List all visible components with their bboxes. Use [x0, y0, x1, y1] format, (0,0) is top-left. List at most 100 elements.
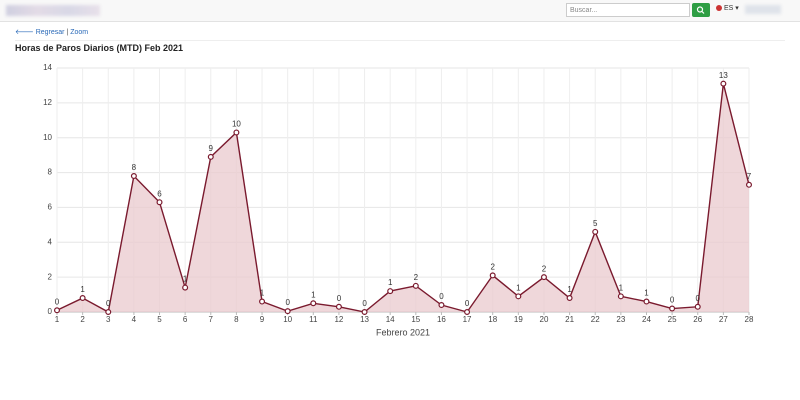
search-input[interactable]: Buscar... [566, 3, 690, 17]
value-label: 0 [465, 299, 470, 308]
x-tick-label: 17 [463, 315, 472, 324]
x-tick-label: 24 [642, 315, 651, 324]
point [617, 293, 624, 300]
x-tick-label: 23 [616, 315, 625, 324]
x-tick-label: 2 [80, 315, 85, 324]
point [515, 293, 522, 300]
value-label: 0 [439, 292, 444, 301]
value-label: 9 [209, 144, 214, 153]
x-tick-label: 8 [234, 315, 239, 324]
chart-title: Horas de Paros Diarios (MTD) Feb 2021 [15, 43, 184, 53]
value-label: 0 [285, 298, 290, 307]
value-label: 1 [80, 285, 85, 294]
x-tick-label: 21 [565, 315, 574, 324]
back-text[interactable]: Regresar [35, 29, 65, 36]
x-tick-label: 22 [591, 315, 600, 324]
y-tick-label: 0 [48, 307, 53, 316]
language-selector[interactable]: ES ▾ [716, 4, 739, 12]
zoom-link[interactable]: Zoom [70, 29, 89, 36]
point [130, 173, 137, 180]
x-tick-label: 15 [411, 315, 420, 324]
point [643, 298, 650, 305]
value-label: 1 [644, 289, 649, 298]
x-tick-label: 14 [386, 315, 395, 324]
x-tick-label: 6 [183, 315, 188, 324]
point [694, 303, 701, 310]
x-tick-label: 4 [132, 315, 137, 324]
x-tick-label: 10 [283, 315, 292, 324]
point [412, 282, 419, 289]
point [387, 288, 394, 295]
value-label: 0 [362, 299, 367, 308]
value-label: 7 [747, 172, 752, 181]
x-tick-label: 26 [693, 315, 702, 324]
back-link[interactable]: 🡐 Regresar [15, 29, 65, 36]
value-label: 1 [567, 285, 572, 294]
value-label: 2 [542, 264, 547, 273]
value-label: 10 [232, 120, 241, 129]
x-tick-label: 7 [209, 315, 214, 324]
links: 🡐 Regresar | Zoom [15, 27, 88, 36]
value-label: 13 [719, 71, 728, 80]
point [745, 181, 752, 188]
x-tick-label: 9 [260, 315, 265, 324]
point [233, 129, 240, 136]
value-label: 1 [311, 290, 316, 299]
x-tick-label: 5 [157, 315, 162, 324]
value-label: 1 [516, 283, 521, 292]
value-label: 1 [183, 275, 188, 284]
point [105, 309, 112, 316]
point [489, 272, 496, 279]
point [53, 307, 60, 314]
point [156, 199, 163, 206]
area [57, 83, 749, 312]
y-tick-label: 2 [48, 272, 53, 281]
value-label: 0 [696, 294, 701, 303]
y-tick-label: 8 [48, 168, 53, 177]
x-tick-label: 28 [745, 315, 754, 324]
point [720, 80, 727, 87]
y-tick-label: 12 [43, 98, 52, 107]
value-label: 0 [337, 294, 342, 303]
value-label: 6 [157, 189, 162, 198]
flag [716, 5, 722, 12]
value-label: 1 [619, 283, 624, 292]
top-bar: Buscar... ES ▾ [0, 0, 800, 22]
line [56, 83, 750, 314]
point [361, 309, 368, 316]
x-tick-label: 19 [514, 315, 523, 324]
point [284, 308, 291, 315]
point [259, 298, 266, 305]
search-icon [696, 6, 705, 14]
point [566, 295, 573, 302]
point [335, 303, 342, 310]
point [438, 302, 445, 309]
x-tick-label: 27 [719, 315, 728, 324]
point [592, 228, 599, 235]
point [79, 295, 86, 302]
x-tick-label: 11 [309, 315, 318, 324]
value-label: 0 [106, 299, 111, 308]
x-tick-label: 20 [540, 315, 549, 324]
y-tick-label: 14 [43, 63, 52, 72]
user-menu[interactable] [745, 5, 781, 14]
value-label: 1 [260, 289, 265, 298]
x-tick-label: 12 [334, 315, 343, 324]
value-label: 2 [490, 263, 495, 272]
point [207, 153, 214, 160]
search-button[interactable] [692, 3, 710, 17]
value-label: 0 [55, 297, 60, 306]
logo[interactable] [6, 5, 100, 16]
point [669, 305, 676, 312]
value-label: 2 [414, 273, 419, 282]
value-label: 1 [388, 278, 393, 287]
value-label: 0 [670, 296, 675, 305]
x-tick-label: 13 [360, 315, 369, 324]
separator: | [66, 29, 69, 36]
language: ES [723, 5, 734, 12]
x-tick-label: 25 [668, 315, 677, 324]
point [182, 284, 189, 291]
x-tick-label: 16 [437, 315, 446, 324]
